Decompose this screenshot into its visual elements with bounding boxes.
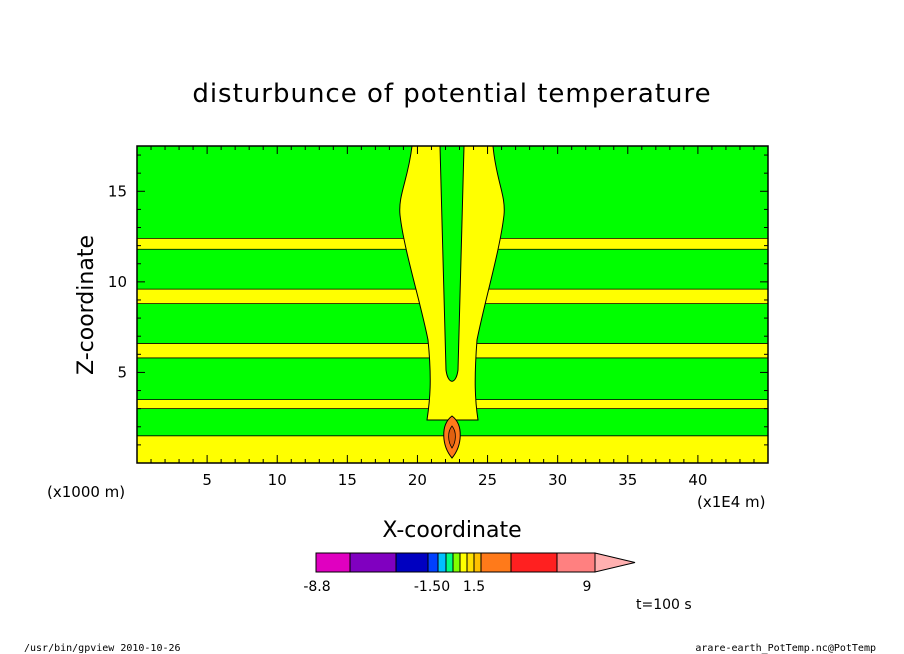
colorbar-segment: [315, 552, 351, 573]
chart-title: disturbunce of potential temperature: [192, 79, 711, 109]
footer-left: /usr/bin/gpview 2010-10-26: [24, 643, 181, 654]
colorbar-label: -8.8: [303, 579, 330, 595]
x-tick-label: 25: [478, 471, 497, 489]
colorbar-segment: [349, 552, 397, 573]
x-tick-label: 20: [408, 471, 427, 489]
colorbar-label: 9: [583, 579, 592, 595]
footer-right: arare-earth_PotTemp.nc@PotTemp: [695, 643, 876, 654]
colorbar-labels: -8.8 -1.50 1.5 9: [303, 579, 591, 595]
x-ticks: 5 10 15 20 25 30 35 40: [150, 146, 755, 489]
y-axis-label: Z-coordinate: [74, 235, 99, 375]
colorbar-segment: [556, 552, 596, 573]
plot-frame: [136, 145, 769, 464]
colorbar-label: 1.5: [463, 579, 485, 595]
y-ticks: 5 10 15: [108, 154, 768, 446]
time-annotation: t=100 s: [636, 597, 692, 613]
colorbar-segment: [480, 552, 512, 573]
colorbar-segment: [437, 552, 447, 573]
x-tick-label: 10: [268, 471, 287, 489]
plume-core-dark: [448, 425, 456, 449]
colorbar-segment: [459, 552, 468, 573]
colorbar-label: -1.50: [414, 579, 450, 595]
x-axis-label: X-coordinate: [382, 518, 521, 543]
y-tick-label: 5: [117, 363, 127, 381]
plume-inner-green: [439, 146, 465, 382]
x-tick-label: 5: [202, 471, 212, 489]
y-tick-label: 10: [108, 273, 127, 291]
colorbar-segment: [452, 552, 461, 573]
colorbar-segment: [427, 552, 439, 573]
colorbar: [315, 552, 636, 573]
x-tick-label: 30: [548, 471, 567, 489]
colorbar-segment: [510, 552, 558, 573]
x-tick-label: 40: [688, 471, 707, 489]
colorbar-segment: [466, 552, 475, 573]
colorbar-segment: [473, 552, 482, 573]
colorbar-arrow: [594, 552, 636, 573]
plot-area: [137, 146, 768, 463]
x-unit-label: (x1E4 m): [697, 493, 766, 511]
x-tick-label: 15: [338, 471, 357, 489]
x-tick-label: 35: [618, 471, 637, 489]
y-unit-label: (x1000 m): [47, 483, 125, 501]
colorbar-segment: [395, 552, 429, 573]
y-tick-label: 15: [108, 182, 127, 200]
central-plume: [399, 146, 505, 459]
colorbar-segment: [445, 552, 454, 573]
